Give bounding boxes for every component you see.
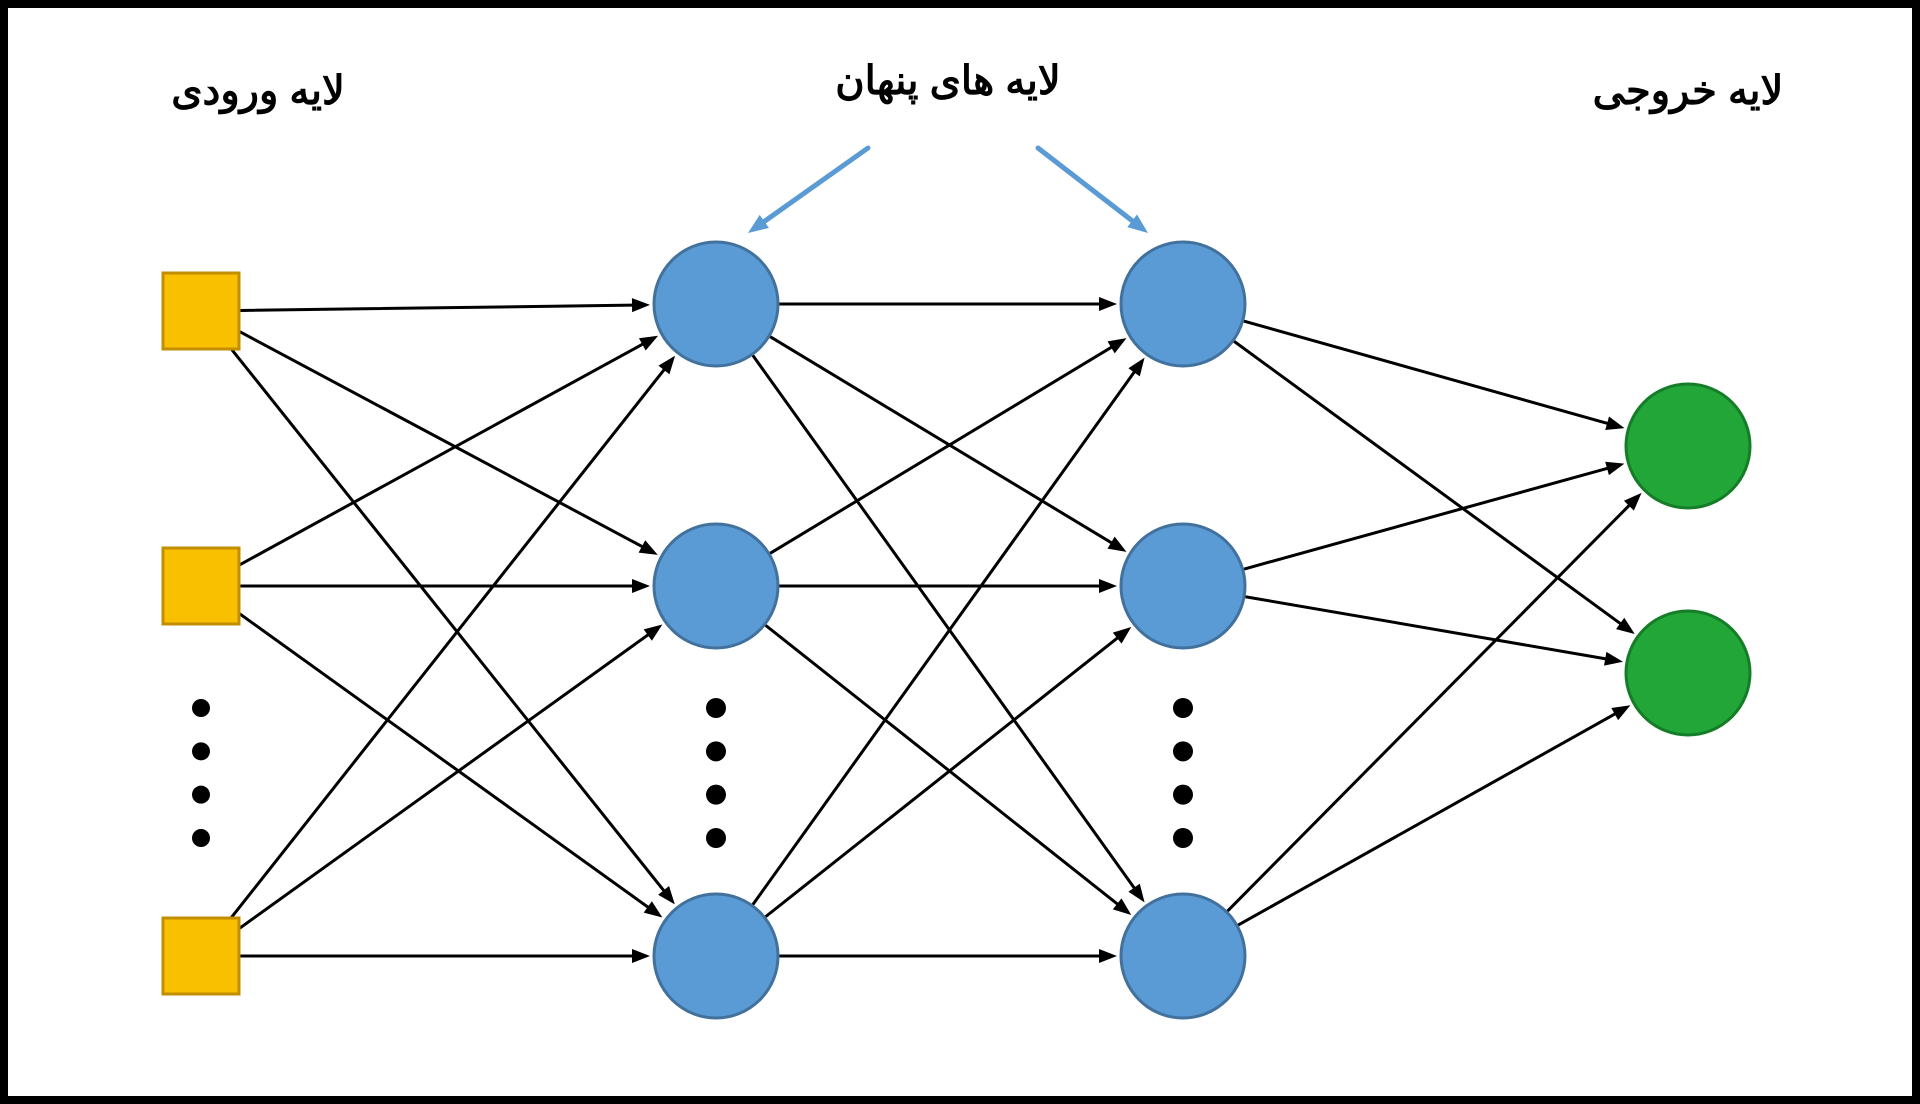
hidden2-node	[1121, 242, 1245, 366]
diagram-frame: لایه ورودی لایه های پنهان لایه خروجی	[0, 0, 1920, 1104]
ellipsis-dot	[1173, 785, 1193, 805]
edge	[226, 356, 675, 925]
ellipsis-dot	[706, 698, 726, 718]
edge	[1245, 321, 1625, 430]
hidden2-node	[1121, 894, 1245, 1018]
hidden2-node	[1121, 524, 1245, 648]
input-node	[163, 273, 239, 349]
edge	[1235, 342, 1635, 634]
edge	[780, 949, 1117, 963]
output-node	[1626, 611, 1750, 735]
ellipsis-dot	[1173, 741, 1193, 761]
ellipsis-dot	[192, 829, 210, 847]
edge	[1239, 705, 1631, 924]
ellipsis-dot	[1173, 698, 1193, 718]
ellipsis-dot	[192, 699, 210, 717]
hidden1-node	[654, 524, 778, 648]
input-node	[163, 548, 239, 624]
output-node	[1626, 384, 1750, 508]
hidden1-node	[654, 894, 778, 1018]
edge	[748, 148, 868, 233]
edge	[226, 342, 675, 904]
edge	[1246, 597, 1623, 666]
edge	[241, 298, 650, 312]
edge	[1245, 462, 1625, 569]
edge	[236, 336, 658, 567]
ellipsis-dot	[706, 828, 726, 848]
edge	[233, 609, 662, 917]
ellipsis-dot	[706, 785, 726, 805]
edge	[236, 330, 657, 555]
hidden1-node	[654, 242, 778, 366]
input-node	[163, 918, 239, 994]
edges-group	[226, 297, 1642, 963]
edge	[1038, 148, 1148, 233]
ellipsis-dot	[192, 786, 210, 804]
edge	[233, 625, 662, 933]
ellipsis-dot	[192, 742, 210, 760]
input-layer-label: لایه ورودی	[108, 68, 408, 114]
edge	[241, 949, 650, 963]
edge	[780, 297, 1117, 311]
ellipsis-dot	[1173, 828, 1193, 848]
nn-diagram-svg	[8, 8, 1912, 1096]
edge	[780, 579, 1117, 593]
output-layer-label: لایه خروجی	[1538, 68, 1838, 114]
ellipsis-dot	[706, 741, 726, 761]
hidden-layer-label: لایه های پنهان	[798, 58, 1098, 104]
edge	[241, 579, 650, 593]
